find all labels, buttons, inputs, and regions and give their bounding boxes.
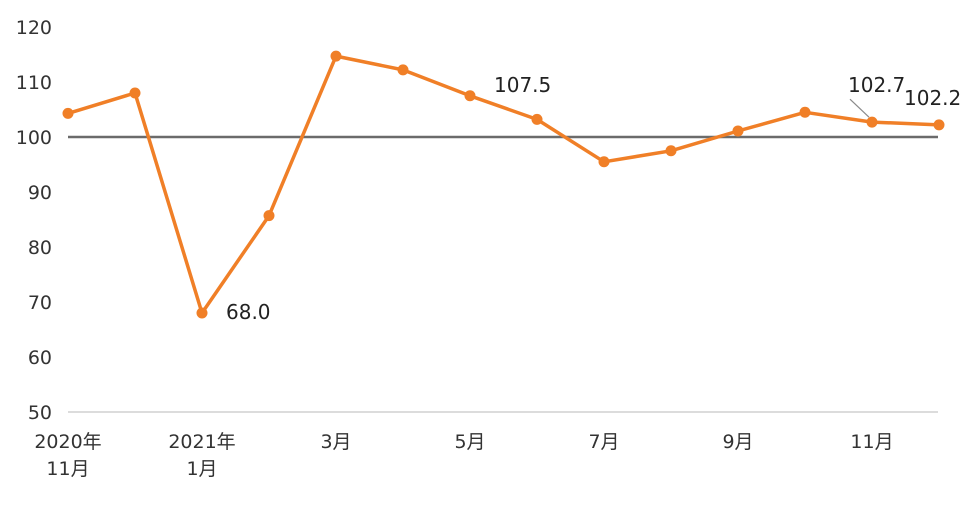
data-label: 68.0 — [226, 300, 271, 324]
y-tick-label: 90 — [28, 182, 52, 204]
data-label: 102.7 — [848, 73, 905, 97]
y-tick-label: 50 — [28, 402, 52, 424]
y-tick-label: 120 — [16, 17, 52, 39]
x-tick-label: 9月 — [722, 431, 753, 453]
y-tick-label: 100 — [16, 127, 52, 149]
data-point — [866, 116, 878, 128]
x-axis-ticks: 2020年 11月 2021年 1月 3月 5月 7月 9月 11月 — [34, 431, 893, 480]
data-point — [665, 145, 677, 157]
data-point — [464, 90, 476, 102]
data-point — [598, 156, 610, 168]
data-point — [263, 210, 275, 222]
data-point — [330, 50, 342, 62]
data-point — [933, 119, 945, 131]
x-tick-label: 3月 — [320, 431, 351, 453]
data-point — [129, 87, 141, 99]
y-tick-label: 70 — [28, 292, 52, 314]
data-points — [62, 50, 945, 319]
x-tick-label: 2021年 1月 — [168, 431, 235, 480]
y-axis-ticks: 50 60 70 80 90 100 110 120 — [16, 17, 52, 424]
data-label-leader — [849, 98, 870, 118]
data-label: 102.2 — [904, 86, 961, 110]
data-point — [397, 64, 409, 76]
y-tick-label: 60 — [28, 347, 52, 369]
data-point — [196, 307, 208, 319]
data-label: 107.5 — [494, 73, 551, 97]
data-point — [531, 113, 543, 125]
y-tick-label: 80 — [28, 237, 52, 259]
x-tick-label: 11月 — [850, 431, 893, 453]
series-line — [67, 54, 940, 315]
data-point — [62, 107, 74, 119]
x-tick-label: 5月 — [454, 431, 485, 453]
y-tick-label: 110 — [16, 72, 52, 94]
data-point — [799, 106, 811, 118]
data-point — [732, 125, 744, 137]
leader-line — [849, 98, 870, 118]
x-tick-label: 7月 — [588, 431, 619, 453]
x-tick-label: 2020年 11月 — [34, 431, 101, 480]
